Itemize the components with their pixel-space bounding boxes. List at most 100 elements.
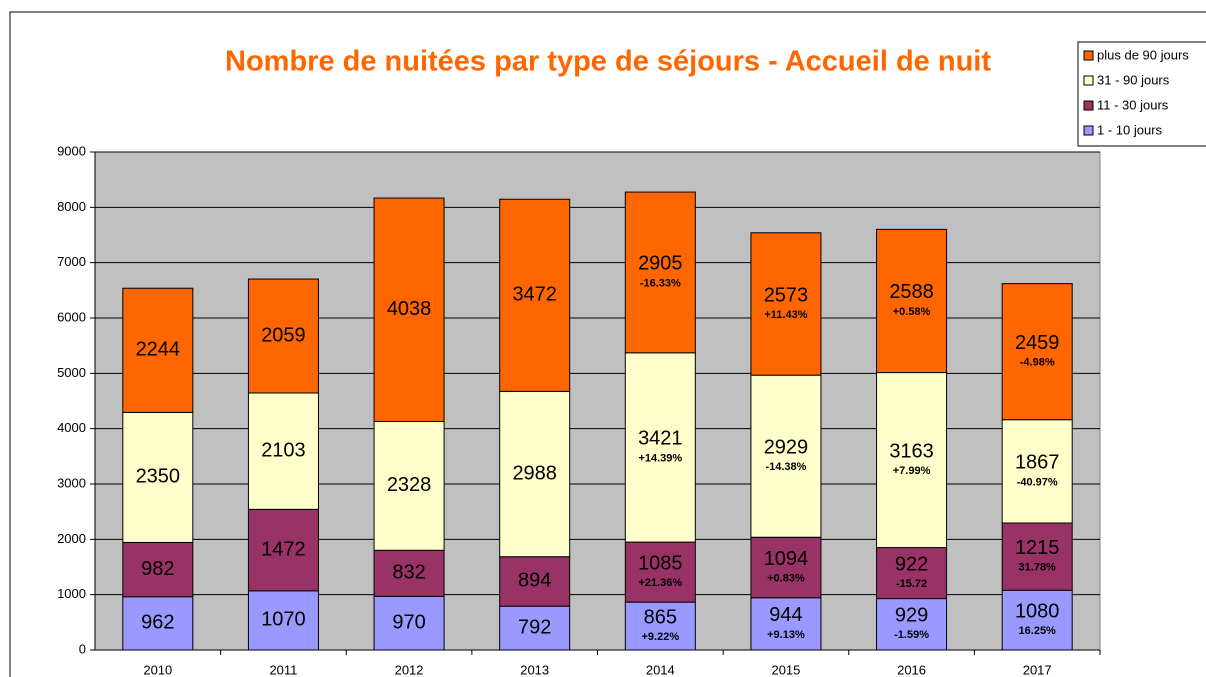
legend-label: 31 - 90 jours	[1097, 72, 1170, 87]
data-label: 2350	[136, 466, 181, 488]
data-label: 3163	[889, 440, 934, 462]
data-label: 1070	[261, 609, 306, 631]
y-tick-label: 1000	[57, 586, 86, 601]
chart-title: Nombre de nuitées par type de séjours - …	[225, 46, 991, 78]
data-label: 2588	[889, 281, 934, 303]
bar-segment	[373, 549, 445, 597]
bar-segment	[499, 390, 571, 558]
data-label: 1867	[1015, 452, 1060, 474]
bar-segment	[876, 547, 948, 600]
data-annotation: +0.58%	[893, 306, 931, 318]
bar-segment	[624, 601, 696, 651]
data-label: 1080	[1015, 600, 1060, 622]
bar-segment	[499, 198, 571, 392]
data-label: 4038	[387, 298, 432, 320]
data-annotation: +9.22%	[642, 631, 680, 643]
y-tick-label: 8000	[57, 199, 86, 214]
data-annotation: +0.83%	[767, 572, 805, 584]
data-label: 2103	[261, 439, 306, 461]
x-tick-label: 2017	[1023, 662, 1052, 677]
bar-segment	[373, 197, 445, 422]
bar-segment	[247, 590, 319, 651]
bar-segment	[1001, 589, 1073, 651]
legend-box	[1077, 41, 1206, 147]
bar-segment	[122, 541, 194, 598]
bar-segment	[750, 597, 822, 651]
bar-segment	[1001, 419, 1073, 524]
legend-swatch	[1083, 100, 1094, 111]
data-label: 2905	[638, 253, 683, 275]
bar-segment	[373, 595, 445, 651]
data-label: 929	[895, 605, 928, 627]
data-label: 944	[769, 604, 802, 626]
legend-label: 1 - 10 jours	[1097, 122, 1163, 137]
data-label: 2059	[261, 324, 306, 346]
y-tick-label: 0	[79, 641, 86, 656]
data-annotation: -14.38%	[765, 461, 806, 473]
bar-segment	[373, 420, 445, 551]
y-tick-label: 7000	[57, 254, 86, 269]
bar-segment	[750, 232, 822, 376]
bar-segment	[624, 191, 696, 354]
x-tick-label: 2012	[395, 662, 424, 677]
bar-segment	[122, 411, 194, 543]
data-label: 962	[141, 612, 174, 634]
data-label: 1094	[764, 548, 809, 570]
data-label: 2244	[136, 339, 181, 361]
data-annotation: 16.25%	[1019, 625, 1057, 637]
data-label: 894	[518, 570, 551, 592]
bar-segment	[750, 374, 822, 538]
legend-swatch	[1083, 50, 1094, 61]
data-label: 832	[392, 562, 425, 584]
bar-segment	[624, 541, 696, 603]
bar-segment	[1001, 283, 1073, 421]
data-label: 982	[141, 558, 174, 580]
y-tick-label: 2000	[57, 531, 86, 546]
plot-area	[94, 151, 1101, 651]
data-label: 2929	[764, 436, 809, 458]
data-label: 2328	[387, 474, 432, 496]
data-annotation: +9.13%	[767, 629, 805, 641]
data-annotation: -15.72	[896, 578, 927, 590]
legend-swatch	[1083, 125, 1094, 136]
data-label: 922	[895, 553, 928, 575]
data-label: 2573	[764, 284, 809, 306]
data-annotation: 31.78%	[1019, 562, 1057, 574]
data-label: 865	[644, 606, 677, 628]
data-annotation: -1.59%	[894, 629, 929, 641]
bar-segment	[750, 536, 822, 599]
data-annotation: -16.33%	[640, 277, 681, 289]
y-tick-label: 5000	[57, 365, 86, 380]
data-label: 792	[518, 616, 551, 638]
legend-swatch	[1083, 75, 1094, 86]
data-label: 1472	[261, 538, 306, 560]
data-label: 3421	[638, 428, 683, 450]
x-tick-label: 2016	[897, 662, 926, 677]
bar-segment	[499, 556, 571, 607]
data-label: 3472	[512, 284, 557, 306]
bar-segment	[624, 352, 696, 543]
y-tick-label: 3000	[57, 475, 86, 490]
x-tick-label: 2015	[771, 662, 800, 677]
y-tick-label: 6000	[57, 309, 86, 324]
x-tick-label: 2013	[520, 662, 549, 677]
data-annotation: +14.39%	[638, 452, 682, 464]
data-annotation: +21.36%	[638, 577, 682, 589]
data-label: 2988	[512, 462, 557, 484]
data-annotation: -40.97%	[1017, 476, 1058, 488]
bar-segment	[122, 287, 194, 413]
bar-segment	[247, 508, 319, 592]
data-annotation: +11.43%	[764, 309, 807, 321]
data-label: 970	[392, 611, 425, 633]
bar-segment	[247, 278, 319, 394]
data-annotation: +7.99%	[893, 465, 931, 477]
bar-segment	[499, 605, 571, 651]
legend-label: 11 - 30 jours	[1097, 97, 1169, 112]
y-tick-label: 9000	[57, 143, 86, 158]
legend-label: plus de 90 jours	[1097, 47, 1189, 62]
data-label: 1085	[638, 552, 683, 574]
x-tick-label: 2014	[646, 662, 675, 677]
x-tick-label: 2011	[269, 662, 297, 677]
bar-segment	[247, 392, 319, 510]
